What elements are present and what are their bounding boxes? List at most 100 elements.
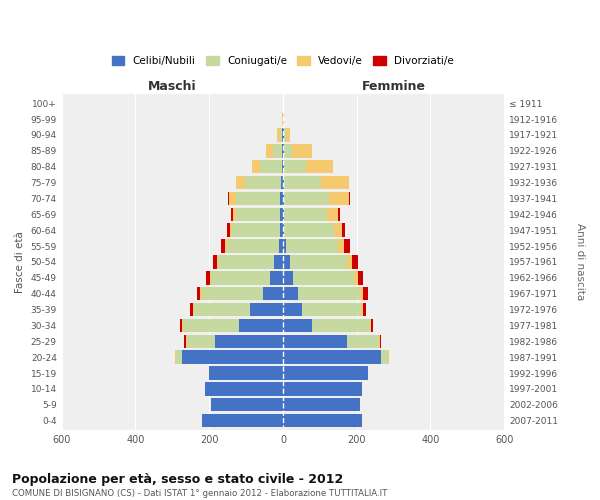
Bar <box>283 208 327 221</box>
Bar <box>227 224 283 237</box>
Bar <box>218 255 283 268</box>
Bar <box>229 192 283 205</box>
Bar <box>250 303 283 316</box>
Bar <box>215 334 283 348</box>
Bar <box>283 128 286 141</box>
Bar <box>187 334 283 348</box>
Bar <box>283 255 290 268</box>
Bar <box>221 240 283 253</box>
Bar <box>227 240 283 253</box>
Bar <box>283 398 361 411</box>
Bar <box>205 382 283 396</box>
Bar <box>209 366 283 380</box>
Bar <box>202 414 283 428</box>
Bar <box>180 318 283 332</box>
Bar <box>205 382 283 396</box>
Text: Femmine: Femmine <box>362 80 425 93</box>
Bar <box>274 255 283 268</box>
Bar <box>283 271 358 284</box>
Bar <box>283 240 338 253</box>
Bar <box>283 350 388 364</box>
Bar <box>283 224 284 237</box>
Bar <box>182 350 283 364</box>
Bar <box>236 176 283 190</box>
Bar <box>283 176 349 190</box>
Bar <box>205 382 283 396</box>
Bar <box>283 334 380 348</box>
Bar <box>205 382 283 396</box>
Bar <box>283 382 362 396</box>
Bar <box>283 303 365 316</box>
Bar <box>283 398 361 411</box>
Bar <box>283 144 312 158</box>
Bar <box>283 318 373 332</box>
Bar <box>252 160 283 173</box>
Bar <box>175 350 283 364</box>
Bar <box>211 398 283 411</box>
Bar <box>236 192 283 205</box>
Bar <box>283 271 293 284</box>
Bar <box>283 350 389 364</box>
Bar <box>283 366 368 380</box>
Bar <box>283 144 312 158</box>
Bar <box>277 128 283 141</box>
Bar <box>239 318 283 332</box>
Bar <box>236 208 283 221</box>
Text: Popolazione per età, sesso e stato civile - 2012: Popolazione per età, sesso e stato civil… <box>12 472 343 486</box>
Bar <box>283 128 290 141</box>
Bar <box>266 144 283 158</box>
Bar <box>283 382 362 396</box>
Bar <box>184 334 283 348</box>
Bar <box>260 160 283 173</box>
Bar <box>273 144 283 158</box>
Bar <box>283 382 362 396</box>
Bar <box>209 366 283 380</box>
Bar <box>190 303 283 316</box>
Bar <box>283 271 354 284</box>
Bar <box>283 224 334 237</box>
Bar <box>283 208 284 221</box>
Bar <box>283 318 313 332</box>
Bar <box>283 287 364 300</box>
Bar <box>231 208 283 221</box>
Bar <box>227 192 283 205</box>
Bar <box>225 240 283 253</box>
Bar <box>209 271 283 284</box>
Bar <box>283 366 368 380</box>
Legend: Celibi/Nubili, Coniugati/e, Vedovi/e, Divorziati/e: Celibi/Nubili, Coniugati/e, Vedovi/e, Di… <box>108 52 458 70</box>
Bar <box>283 112 284 126</box>
Bar <box>283 382 362 396</box>
Bar <box>283 240 350 253</box>
Bar <box>184 318 283 332</box>
Bar <box>283 303 361 316</box>
Bar <box>283 144 292 158</box>
Bar <box>252 160 283 173</box>
Bar <box>283 176 349 190</box>
Bar <box>193 303 283 316</box>
Bar <box>282 112 283 126</box>
Bar <box>282 112 283 126</box>
Bar <box>283 287 361 300</box>
Bar <box>197 287 283 300</box>
Bar <box>283 112 284 126</box>
Bar <box>283 224 341 237</box>
Bar <box>280 224 283 237</box>
Bar <box>283 240 286 253</box>
Bar <box>283 350 389 364</box>
Bar <box>283 208 338 221</box>
Bar <box>277 128 283 141</box>
Bar <box>283 224 345 237</box>
Bar <box>211 271 283 284</box>
Bar <box>283 176 321 190</box>
Bar <box>283 334 382 348</box>
Bar <box>283 318 370 332</box>
Bar <box>202 414 283 428</box>
Bar <box>283 192 284 205</box>
Bar <box>283 414 362 428</box>
Bar <box>283 334 347 348</box>
Bar <box>283 271 364 284</box>
Bar <box>281 176 283 190</box>
Bar <box>200 287 283 300</box>
Bar <box>282 144 283 158</box>
Bar <box>283 398 361 411</box>
